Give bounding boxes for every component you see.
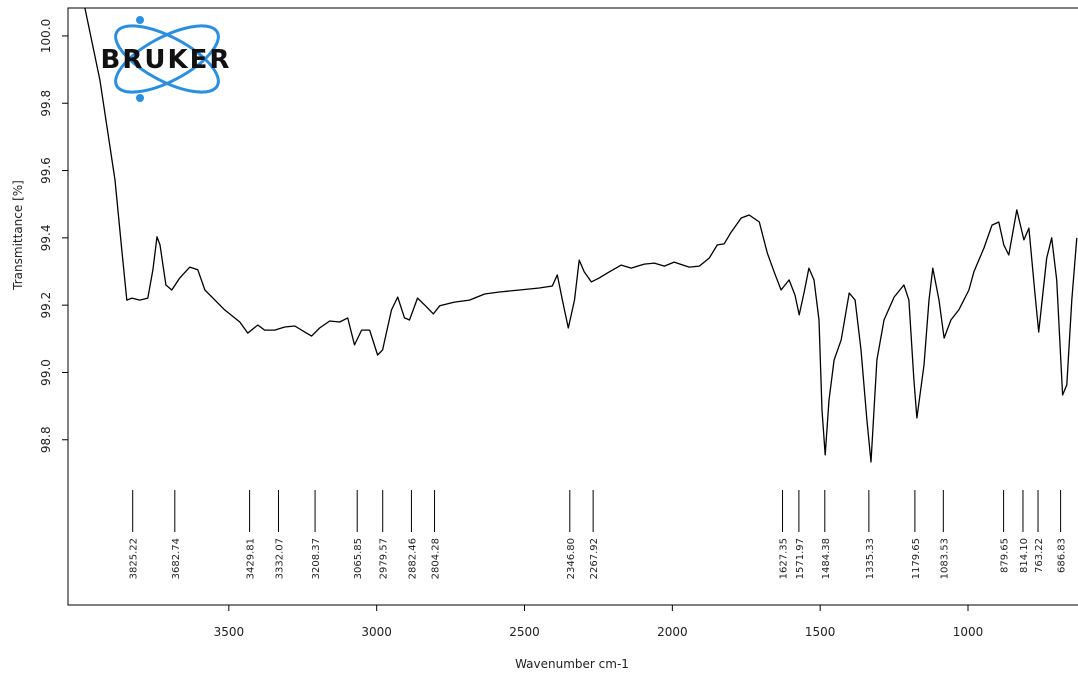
- peak-label: 2346.80: [566, 538, 577, 579]
- peak-label: 2882.46: [407, 538, 418, 579]
- peak-label: 3825.22: [129, 538, 140, 579]
- logo-dot: [136, 94, 144, 102]
- peak-label: 2804.28: [431, 538, 442, 579]
- peak-label: 686.83: [1057, 538, 1068, 573]
- y-tick-label: 100.0: [39, 19, 53, 53]
- plot-frame: [67, 7, 1078, 606]
- logo-text: BRUKER: [101, 45, 232, 75]
- y-tick-label: 99.4: [39, 224, 53, 251]
- peak-label: 2267.92: [589, 538, 600, 579]
- x-tick-label: 3500: [214, 625, 245, 639]
- peak-label: 814.10: [1019, 538, 1030, 573]
- x-tick-label: 3000: [361, 625, 392, 639]
- logo: BRUKER: [101, 16, 232, 102]
- y-tick-label: 99.6: [39, 157, 53, 184]
- peak-label: 763.22: [1034, 538, 1045, 573]
- logo-orbit: [114, 24, 220, 94]
- peak-label: 1083.53: [939, 538, 950, 579]
- peak-label: 1571.97: [795, 538, 806, 579]
- y-tick-label: 99.0: [39, 359, 53, 386]
- peak-label: 3065.85: [353, 538, 364, 579]
- x-axis-title: Wavenumber cm-1: [515, 657, 629, 671]
- peak-label: 879.65: [1000, 538, 1011, 573]
- spectrum-line: [84, 8, 1078, 463]
- y-tick-label: 99.8: [39, 90, 53, 117]
- x-tick-label: 1000: [953, 625, 984, 639]
- logo-dot: [136, 16, 144, 24]
- peak-label: 1179.65: [911, 538, 922, 579]
- logo-orbit: [114, 24, 220, 94]
- peak-label: 1335.33: [865, 538, 876, 579]
- peak-label: 3332.07: [274, 538, 285, 579]
- peak-label: 1627.35: [779, 538, 790, 579]
- peak-label: 3208.37: [311, 538, 322, 579]
- peak-label: 2979.57: [379, 538, 390, 579]
- peak-label: 3429.81: [246, 538, 257, 579]
- peak-label: 3682.74: [171, 538, 182, 579]
- plot-area: [84, 8, 1078, 463]
- x-tick-label: 2500: [509, 625, 540, 639]
- y-axis-title: Transmittance [%]: [11, 180, 25, 291]
- x-tick-label: 1500: [805, 625, 836, 639]
- peak-label: 1484.38: [821, 538, 832, 579]
- y-tick-label: 99.2: [39, 292, 53, 319]
- x-tick-label: 2000: [657, 625, 688, 639]
- y-tick-label: 98.8: [39, 426, 53, 453]
